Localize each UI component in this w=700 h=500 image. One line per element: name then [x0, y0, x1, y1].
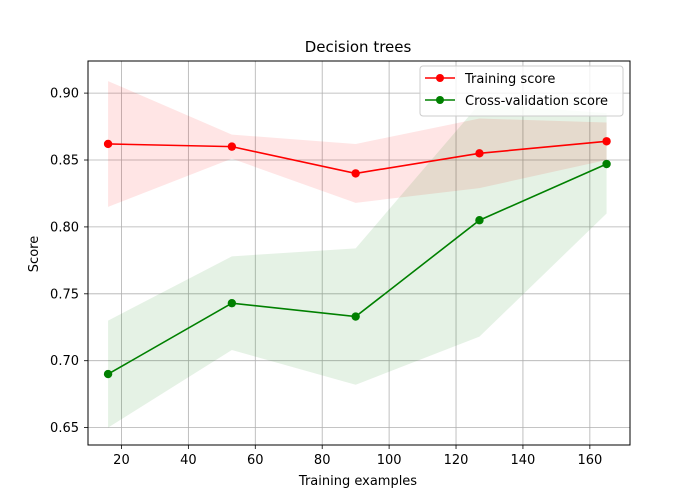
point-cv	[103, 369, 113, 379]
point-training	[103, 139, 113, 149]
point-cv	[351, 312, 360, 321]
x-tick-label: 20	[113, 453, 130, 468]
y-axis-ticks: 0.65 0.70 0.75 0.80 0.85 0.90	[50, 87, 88, 436]
x-tick-label: 160	[577, 453, 602, 468]
y-tick-label: 0.80	[50, 220, 79, 235]
point-cv	[602, 159, 611, 169]
x-tick-label: 80	[314, 453, 331, 468]
y-tick-label: 0.85	[50, 154, 79, 169]
legend-marker-training	[436, 74, 444, 82]
chart-title: Decision trees	[305, 38, 412, 56]
confidence-bands	[108, 81, 607, 428]
legend-label-cv: Cross-validation score	[465, 94, 608, 109]
point-training	[227, 142, 237, 151]
y-tick-label: 0.75	[50, 287, 79, 302]
y-tick-label: 0.70	[50, 354, 79, 369]
x-axis-label: Training examples	[298, 474, 417, 489]
point-cv	[227, 298, 237, 308]
point-training	[351, 169, 360, 178]
y-axis-label: Score	[27, 236, 42, 272]
series-markers	[103, 137, 611, 379]
x-tick-label: 120	[444, 453, 469, 468]
x-axis-ticks: 20 40 60 80 100 120 140 160	[113, 445, 602, 468]
x-tick-label: 60	[247, 453, 264, 468]
grid-lines	[88, 61, 630, 445]
y-tick-label: 0.90	[50, 87, 79, 102]
x-tick-label: 40	[180, 453, 197, 468]
x-tick-label: 140	[511, 453, 536, 468]
point-cv	[475, 216, 484, 225]
y-tick-label: 0.65	[50, 421, 79, 436]
legend-marker-cv	[436, 96, 444, 104]
legend-box	[419, 65, 624, 117]
band-cv	[108, 103, 607, 428]
legend-label-training: Training score	[464, 72, 555, 87]
legend: Training score Cross-validation score	[419, 65, 624, 117]
x-tick-label: 100	[377, 453, 402, 468]
band-training	[108, 81, 607, 207]
point-training	[475, 149, 484, 158]
plot-frame	[87, 60, 631, 446]
plot-area	[88, 61, 630, 445]
point-training	[602, 137, 611, 146]
